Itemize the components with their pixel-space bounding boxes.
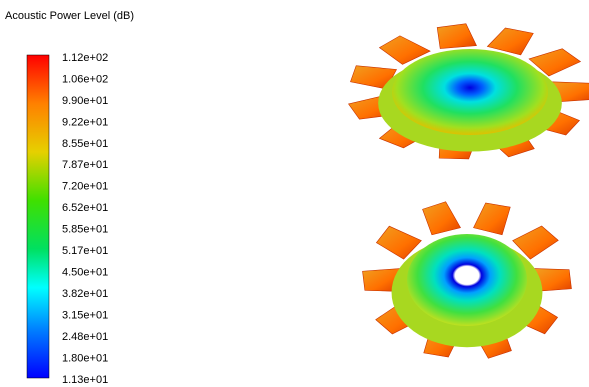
- colorbar-label: 1.12e+02: [62, 52, 108, 64]
- blade: [437, 24, 476, 49]
- colorbar-label: 7.20e+01: [62, 181, 108, 193]
- colorbar-label: 2.48e+01: [62, 331, 108, 343]
- blade: [423, 202, 461, 235]
- colorbar-label: 4.50e+01: [62, 267, 108, 279]
- colorbar-label: 1.13e+01: [62, 374, 108, 386]
- colorbar: [27, 55, 49, 378]
- colorbar-label: 1.80e+01: [62, 352, 108, 364]
- contour-view: Acoustic Power Level (dB) 1.12e+02 1.06e+…: [0, 0, 589, 387]
- colorbar-label: 7.87e+01: [62, 159, 108, 171]
- colorbar-label: 5.85e+01: [62, 224, 108, 236]
- colorbar-label: 5.17e+01: [62, 245, 108, 257]
- page: Acoustic Power Level (dB) 1.12e+02 1.06e+…: [0, 0, 589, 387]
- colorbar-title: Acoustic Power Level (dB): [5, 10, 134, 22]
- hub: [407, 234, 527, 326]
- colorbar-label: 8.55e+01: [62, 138, 108, 150]
- colorbar-label: 6.52e+01: [62, 202, 108, 214]
- colorbar-label: 9.90e+01: [62, 95, 108, 107]
- colorbar-label: 3.15e+01: [62, 310, 108, 322]
- impeller-bottom: [363, 202, 572, 359]
- colorbar-label: 1.06e+02: [62, 73, 108, 85]
- hub: [392, 49, 548, 135]
- blade: [473, 203, 510, 235]
- colorbar-label: 9.22e+01: [62, 116, 108, 128]
- colorbar-labels: 1.12e+02 1.06e+02 9.90e+01 9.22e+01 8.55e+01…: [62, 52, 108, 386]
- blade: [487, 28, 533, 55]
- colorbar-label: 3.82e+01: [62, 288, 108, 300]
- impeller-top: [349, 24, 589, 159]
